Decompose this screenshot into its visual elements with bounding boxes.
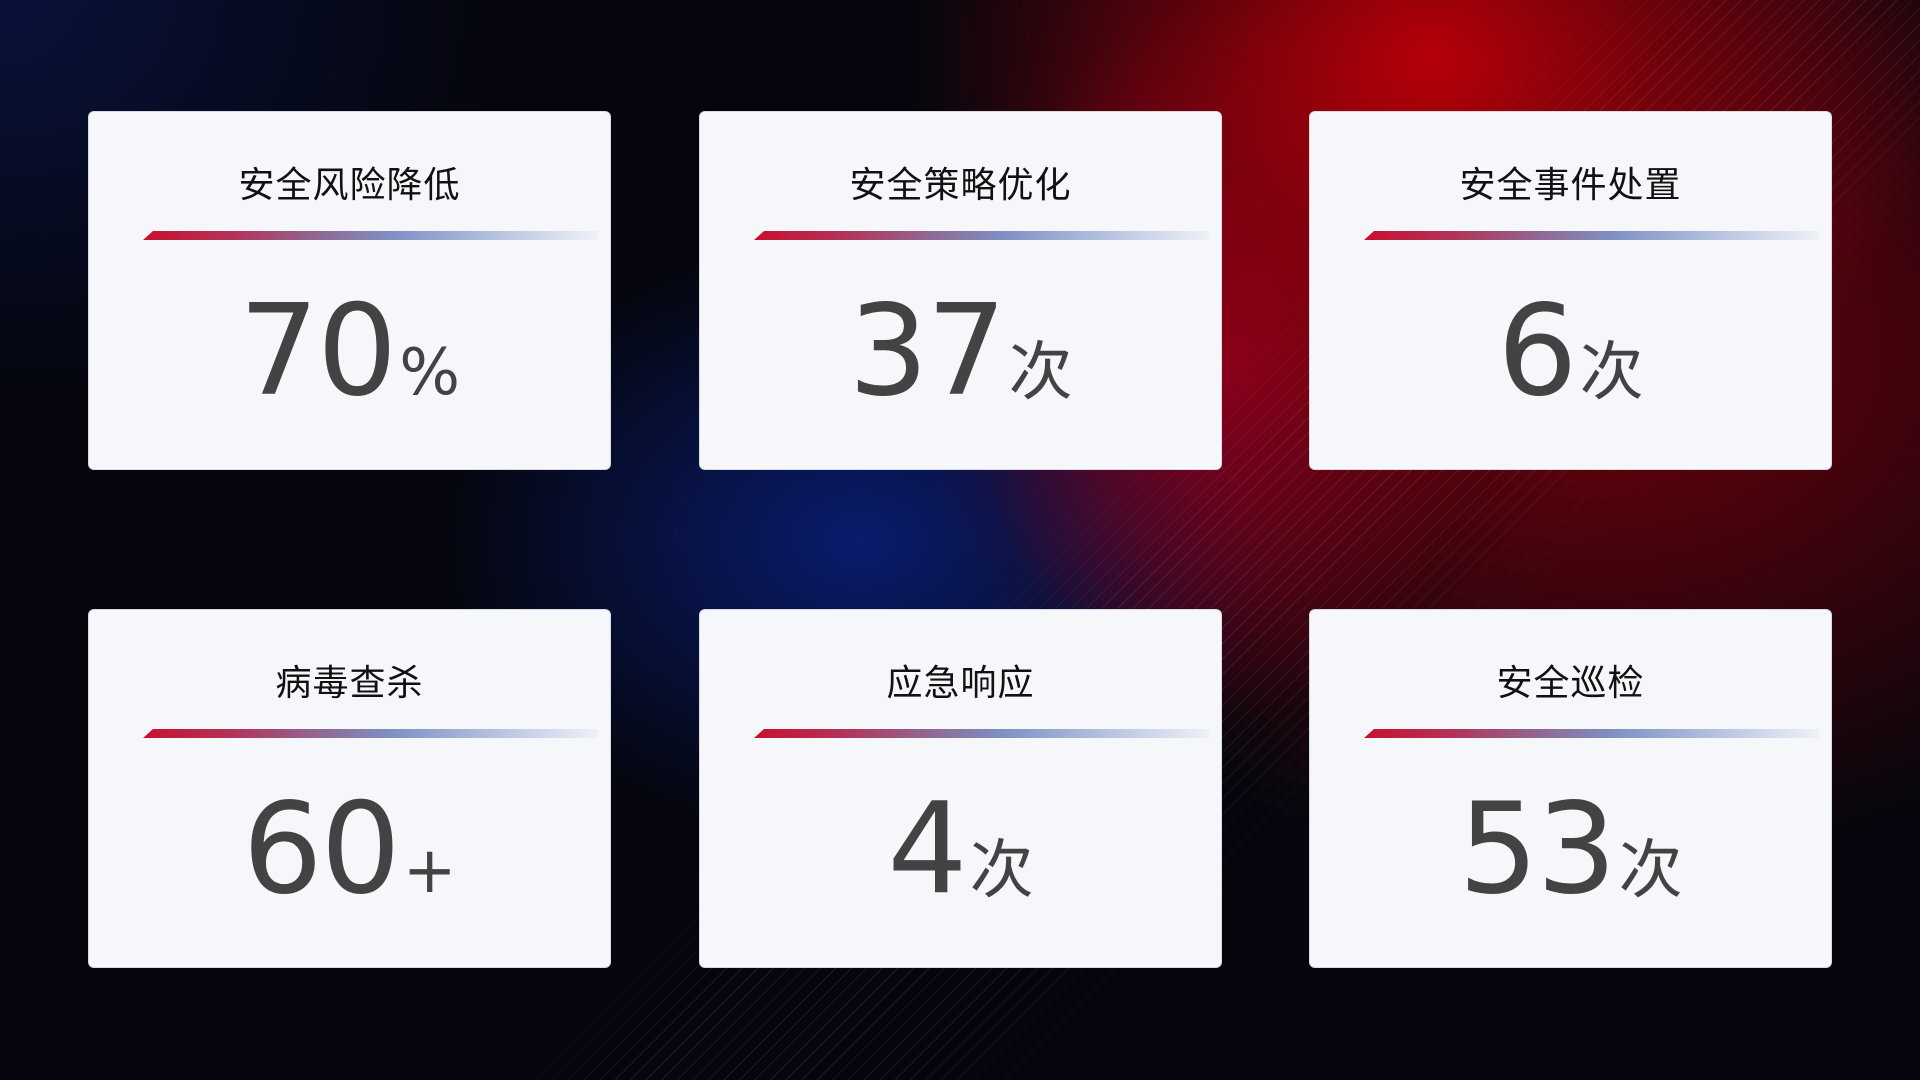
card-value: 70% (89, 277, 610, 424)
card-value: 4次 (700, 775, 1221, 922)
stat-card-security-patrol: 安全巡检 53次 (1310, 610, 1831, 967)
stat-card-incident-handling: 安全事件处置 6次 (1310, 112, 1831, 469)
card-value: 37次 (700, 277, 1221, 424)
card-value: 6次 (1310, 277, 1831, 424)
value-unit: 次 (969, 834, 1034, 908)
stat-card-policy-optimization: 安全策略优化 37次 (700, 112, 1221, 469)
card-title: 安全策略优化 (849, 165, 1072, 206)
value-unit: 次 (1579, 336, 1644, 410)
value-number: 6 (1497, 277, 1577, 424)
card-value: 60+ (89, 775, 610, 922)
value-number: 60 (242, 775, 401, 922)
card-title: 病毒查杀 (275, 663, 424, 704)
gradient-divider (143, 231, 598, 240)
gradient-divider (143, 729, 598, 738)
gradient-divider (1364, 231, 1819, 240)
stat-card-emergency-response: 应急响应 4次 (700, 610, 1221, 967)
value-unit: 次 (1618, 834, 1683, 908)
stat-card-risk-reduction: 安全风险降低 70% (89, 112, 610, 469)
value-unit: + (402, 834, 457, 908)
value-unit: % (399, 336, 461, 410)
value-number: 53 (1458, 775, 1616, 922)
stat-card-virus-removal: 病毒查杀 60+ (89, 610, 610, 967)
card-title: 安全巡检 (1496, 663, 1645, 704)
value-number: 37 (848, 277, 1006, 424)
gradient-divider (754, 729, 1209, 738)
value-number: 70 (238, 277, 397, 424)
card-title: 安全事件处置 (1459, 165, 1682, 206)
gradient-divider (1364, 729, 1819, 738)
card-title: 安全风险降低 (238, 165, 461, 206)
card-title: 应急响应 (886, 663, 1035, 704)
card-value: 53次 (1310, 775, 1831, 922)
value-number: 4 (887, 775, 967, 922)
value-unit: 次 (1008, 336, 1073, 410)
gradient-divider (754, 231, 1209, 240)
